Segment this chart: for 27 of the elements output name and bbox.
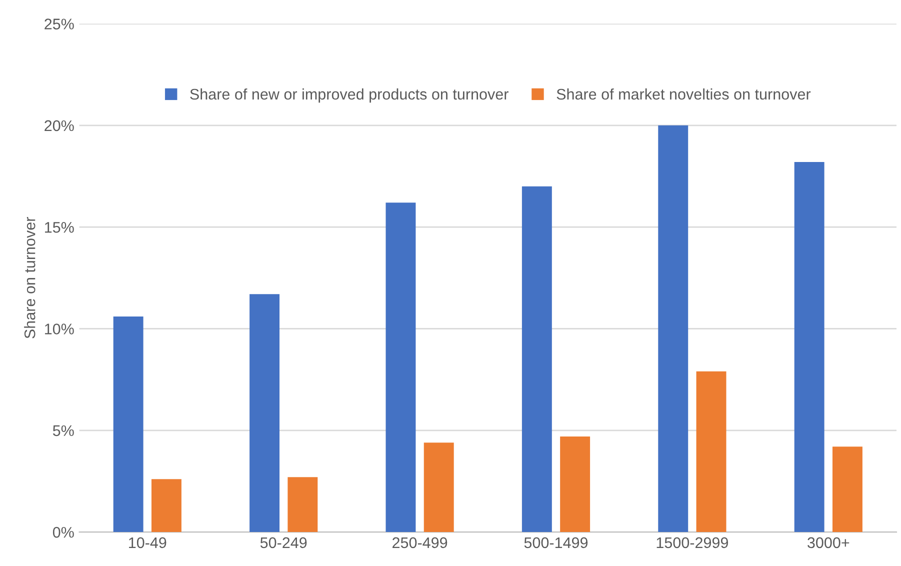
bar <box>386 202 416 532</box>
legend-label: Share of market novelties on turnover <box>556 88 811 100</box>
x-tick-label: 3000+ <box>808 537 850 548</box>
bar <box>522 186 552 532</box>
y-tick-label: 10% <box>45 324 74 334</box>
y-tick-label: 15% <box>45 222 74 233</box>
bar <box>151 479 182 532</box>
x-tick-label: 1500-2999 <box>656 537 728 548</box>
y-tick-label: 20% <box>44 120 74 132</box>
legend-label: Share of new or improved products on turnover <box>190 88 508 103</box>
bar <box>560 436 590 532</box>
bar <box>832 446 862 532</box>
bar <box>250 294 280 532</box>
y-tick-label: 25% <box>44 18 74 30</box>
x-tick-label: 10-49 <box>129 537 166 548</box>
bar <box>113 316 144 532</box>
bar <box>288 477 318 532</box>
bar <box>658 125 688 532</box>
y-tick-label: 0% <box>52 526 74 538</box>
x-tick-label: 500-1499 <box>524 537 588 548</box>
x-tick-label: 50-249 <box>260 537 307 548</box>
bar <box>424 442 454 532</box>
x-tick-label: 250-499 <box>392 537 448 548</box>
bar <box>794 162 824 532</box>
y-axis-title: Share on turnover <box>24 217 36 338</box>
y-tick-label: 5% <box>52 425 74 436</box>
bar <box>696 371 726 532</box>
